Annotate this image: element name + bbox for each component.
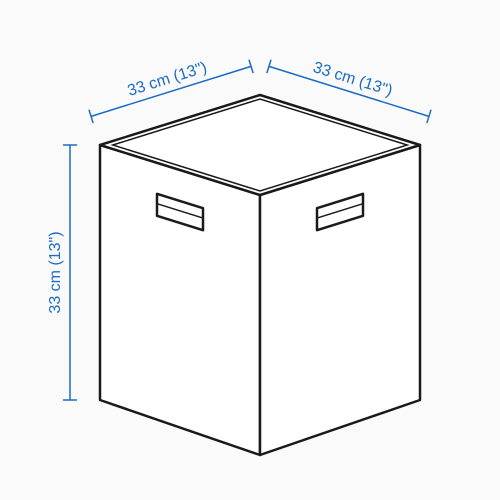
storage-box [100, 95, 420, 455]
dim-label-width: 33 cm (13") [126, 59, 209, 100]
box-face-left [100, 145, 260, 455]
box-face-right [260, 145, 420, 455]
dim-label-depth: 33 cm (13") [311, 59, 394, 100]
dim-label-height: 33 cm (13") [47, 231, 64, 313]
